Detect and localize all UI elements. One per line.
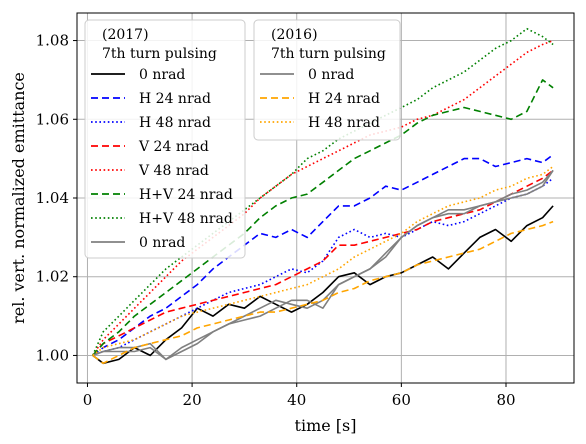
x-tick-label: 60: [392, 391, 411, 409]
legend-label: H 24 nrad: [139, 91, 211, 107]
y-tick-label: 1.08: [36, 32, 69, 50]
legend-box: [84, 19, 246, 259]
legends: (2017) 7th turn pulsing 0 nrad H 24 nrad H 4…: [84, 19, 401, 259]
series-line: [92, 154, 554, 357]
y-tick-label: 1.02: [36, 268, 69, 286]
x-tick-label: 0: [83, 391, 93, 409]
legend-label: H 48 nrad: [308, 115, 380, 131]
series-line: [92, 220, 554, 365]
legend-title: (2017): [102, 27, 149, 43]
legend-label: V 24 nrad: [138, 139, 209, 155]
legend-title: 7th turn pulsing: [271, 46, 386, 62]
series-line: [92, 165, 554, 357]
legend-title: 7th turn pulsing: [102, 46, 217, 62]
x-tick-label: 80: [496, 391, 515, 409]
series-line: [92, 79, 554, 356]
y-tick-label: 1.00: [36, 346, 69, 364]
x-tick-label: 40: [287, 391, 306, 409]
legend-label: H+V 24 nrad: [139, 187, 233, 203]
x-tick-label: 20: [183, 391, 202, 409]
legend-label: H+V 48 nrad: [139, 211, 233, 227]
legend-title: (2016): [271, 27, 318, 43]
legend-box: [253, 19, 401, 141]
legend-label: 0 nrad: [139, 235, 185, 251]
x-axis-label: time [s]: [295, 416, 357, 435]
y-tick-label: 1.06: [36, 110, 69, 128]
axis-ticks: 0 20 40 60 80 1.00 1.02 1.04 1.06 1.08: [36, 32, 516, 409]
legend-label: H 48 nrad: [139, 115, 211, 131]
series-line: [91, 27, 554, 356]
series-group: [91, 27, 554, 365]
legend-label: V 48 nrad: [138, 163, 209, 179]
series-line: [92, 169, 554, 356]
legend-label: H 24 nrad: [308, 91, 380, 107]
legend-label: 0 nrad: [308, 67, 354, 83]
y-axis-label: rel. vert. normalized emittance: [9, 72, 28, 324]
legend-label: 0 nrad: [139, 67, 185, 83]
y-tick-label: 1.04: [36, 189, 69, 207]
